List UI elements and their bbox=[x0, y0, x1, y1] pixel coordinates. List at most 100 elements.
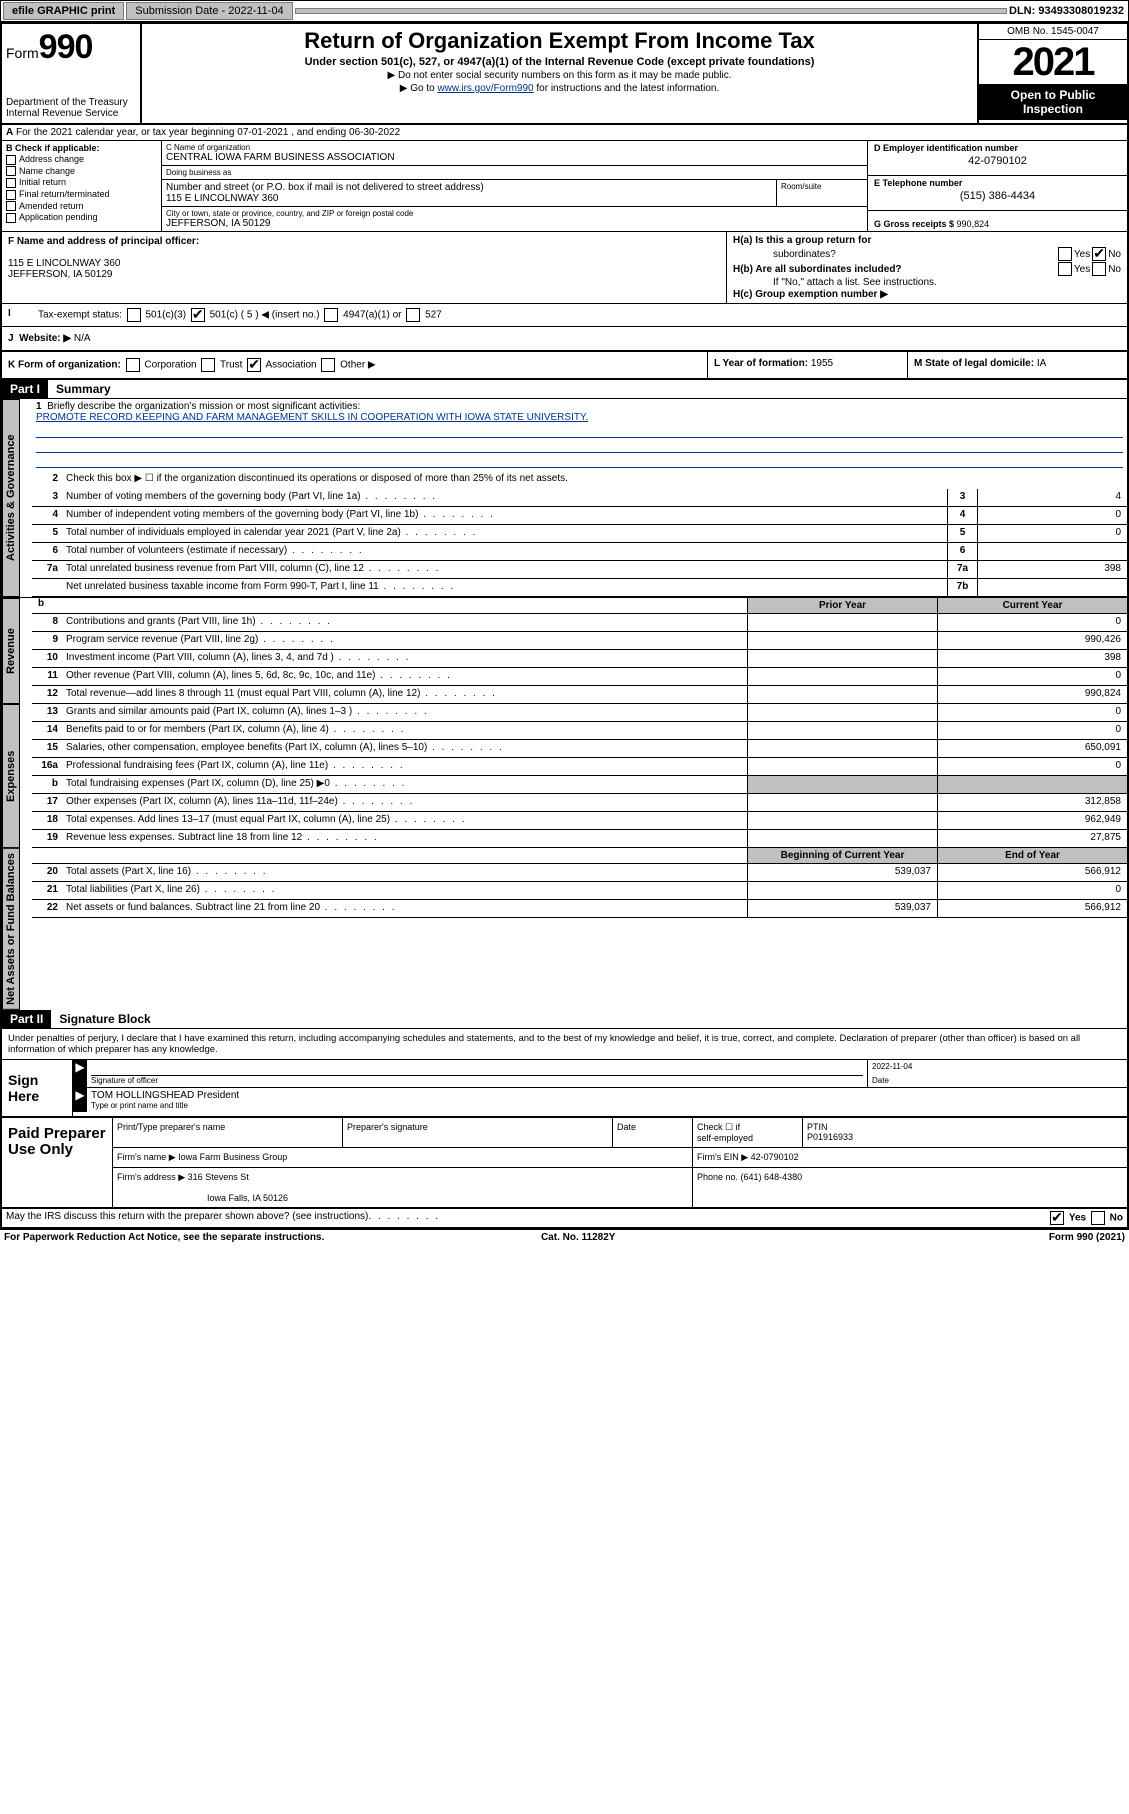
form-container: Form990 Department of the Treasury Inter… bbox=[0, 22, 1129, 1230]
chk-corporation[interactable] bbox=[126, 358, 140, 372]
row-k-l-m: K Form of organization: Corporation Trus… bbox=[2, 352, 1127, 380]
summary-line: 9Program service revenue (Part VIII, lin… bbox=[32, 632, 1127, 650]
cat-no: Cat. No. 11282Y bbox=[541, 1232, 615, 1243]
summary-line: 18Total expenses. Add lines 13–17 (must … bbox=[32, 812, 1127, 830]
summary-net-assets: Net Assets or Fund Balances Beginning of… bbox=[2, 848, 1127, 1010]
summary-line: 17Other expenses (Part IX, column (A), l… bbox=[32, 794, 1127, 812]
chk-other[interactable] bbox=[321, 358, 335, 372]
submission-date-badge: Submission Date - 2022-11-04 bbox=[126, 2, 292, 20]
row-j-website: J Website: ▶ N/A bbox=[2, 327, 1127, 352]
irs-label: Internal Revenue Service bbox=[6, 108, 136, 119]
sign-date: 2022-11-04 bbox=[872, 1062, 1123, 1076]
chk-address-change[interactable]: Address change bbox=[6, 154, 157, 165]
part-ii-header: Part II Signature Block bbox=[2, 1010, 1127, 1029]
summary-revenue: Revenue bPrior YearCurrent Year 8Contrib… bbox=[2, 597, 1127, 704]
row-i-tax-status: I Tax-exempt status: 501(c)(3) 501(c) ( … bbox=[2, 304, 1127, 327]
summary-line: 13Grants and similar amounts paid (Part … bbox=[32, 704, 1127, 722]
firm-phone: (641) 648-4380 bbox=[741, 1172, 803, 1182]
dln-label: DLN: 93493308019232 bbox=[1009, 5, 1128, 17]
form-title: Return of Organization Exempt From Incom… bbox=[150, 28, 969, 54]
summary-line: 11Other revenue (Part VIII, column (A), … bbox=[32, 668, 1127, 686]
tab-expenses: Expenses bbox=[2, 704, 20, 848]
open-to-public: Open to PublicInspection bbox=[979, 84, 1127, 120]
hb-yes-checkbox[interactable] bbox=[1058, 262, 1072, 276]
chk-501c3[interactable] bbox=[127, 308, 141, 322]
org-name-label: C Name of organization bbox=[166, 143, 863, 152]
header-right: OMB No. 1545-0047 2021 Open to PublicIns… bbox=[977, 24, 1127, 123]
summary-expenses: Expenses 13Grants and similar amounts pa… bbox=[2, 704, 1127, 848]
efile-print-button[interactable]: efile GRAPHIC print bbox=[3, 2, 124, 20]
chk-application-pending[interactable]: Application pending bbox=[6, 212, 157, 223]
header-center: Return of Organization Exempt From Incom… bbox=[142, 24, 977, 123]
summary-line: 6Total number of volunteers (estimate if… bbox=[32, 543, 1127, 561]
tax-year: 2021 bbox=[979, 40, 1127, 84]
page-footer: For Paperwork Reduction Act Notice, see … bbox=[0, 1230, 1129, 1245]
firm-address-1: 316 Stevens St bbox=[188, 1172, 249, 1182]
summary-line: 21Total liabilities (Part X, line 26)0 bbox=[32, 882, 1127, 900]
summary-line: 20Total assets (Part X, line 16)539,0375… bbox=[32, 864, 1127, 882]
col-end-year: End of Year bbox=[937, 848, 1127, 863]
ein-label: D Employer identification number bbox=[874, 143, 1121, 153]
form-header: Form990 Department of the Treasury Inter… bbox=[2, 24, 1127, 125]
ein-value: 42-0790102 bbox=[874, 155, 1121, 167]
discuss-row: May the IRS discuss this return with the… bbox=[2, 1209, 1127, 1228]
chk-association[interactable] bbox=[247, 358, 261, 372]
ha-no-checkbox[interactable] bbox=[1092, 247, 1106, 261]
block-f-h: F Name and address of principal officer:… bbox=[2, 232, 1127, 304]
street-label: Number and street (or P.O. box if mail i… bbox=[166, 182, 772, 193]
gross-receipts-label: G Gross receipts $ bbox=[874, 219, 957, 229]
firm-address-2: Iowa Falls, IA 50126 bbox=[117, 1193, 288, 1203]
sign-here-label: Sign Here bbox=[2, 1060, 72, 1116]
discuss-yes-checkbox[interactable] bbox=[1050, 1211, 1064, 1225]
col-beginning-year: Beginning of Current Year bbox=[747, 848, 937, 863]
tab-activities-governance: Activities & Governance bbox=[2, 399, 20, 597]
chk-501c[interactable] bbox=[191, 308, 205, 322]
hb-no-checkbox[interactable] bbox=[1092, 262, 1106, 276]
pra-notice: For Paperwork Reduction Act Notice, see … bbox=[4, 1232, 324, 1243]
phone-value: (515) 386-4434 bbox=[874, 190, 1121, 202]
header-left: Form990 Department of the Treasury Inter… bbox=[2, 24, 142, 123]
summary-line: 19Revenue less expenses. Subtract line 1… bbox=[32, 830, 1127, 848]
col-d-ein-phone: D Employer identification number 42-0790… bbox=[867, 141, 1127, 231]
tab-revenue: Revenue bbox=[2, 598, 20, 704]
phone-label: E Telephone number bbox=[874, 178, 1121, 188]
dba-label: Doing business as bbox=[166, 168, 863, 177]
summary-line: 4Number of independent voting members of… bbox=[32, 507, 1127, 525]
signature-officer-label: Signature of officer bbox=[91, 1076, 158, 1085]
org-name: CENTRAL IOWA FARM BUSINESS ASSOCIATION bbox=[166, 152, 863, 163]
dept-treasury: Department of the Treasury bbox=[6, 97, 136, 108]
omb-number: OMB No. 1545-0047 bbox=[979, 24, 1127, 40]
summary-line: 15Salaries, other compensation, employee… bbox=[32, 740, 1127, 758]
chk-trust[interactable] bbox=[201, 358, 215, 372]
summary-line: 3Number of voting members of the governi… bbox=[32, 489, 1127, 507]
toolbar-spacer bbox=[295, 8, 1007, 14]
chk-527[interactable] bbox=[406, 308, 420, 322]
summary-line: 8Contributions and grants (Part VIII, li… bbox=[32, 614, 1127, 632]
form-subtitle-1: Under section 501(c), 527, or 4947(a)(1)… bbox=[150, 56, 969, 68]
summary-gov: Activities & Governance 1 Briefly descri… bbox=[2, 399, 1127, 597]
summary-line: 16aProfessional fundraising fees (Part I… bbox=[32, 758, 1127, 776]
form-ref: Form 990 (2021) bbox=[1049, 1232, 1125, 1243]
row-a-tax-year: A For the 2021 calendar year, or tax yea… bbox=[2, 125, 1127, 141]
firm-name: Iowa Farm Business Group bbox=[178, 1152, 287, 1162]
sign-arrow-icon: ▶ bbox=[73, 1060, 87, 1087]
chk-final-return[interactable]: Final return/terminated bbox=[6, 189, 157, 200]
paid-preparer-block: Paid Preparer Use Only Print/Type prepar… bbox=[2, 1118, 1127, 1209]
col-b-checkboxes: B Check if applicable: Address change Na… bbox=[2, 141, 162, 231]
room-suite-label: Room/suite bbox=[777, 180, 867, 206]
gross-receipts-value: 990,824 bbox=[957, 219, 990, 229]
chk-amended-return[interactable]: Amended return bbox=[6, 201, 157, 212]
ha-yes-checkbox[interactable] bbox=[1058, 247, 1072, 261]
chk-name-change[interactable]: Name change bbox=[6, 166, 157, 177]
city-label: City or town, state or province, country… bbox=[166, 209, 863, 218]
summary-line: 12Total revenue—add lines 8 through 11 (… bbox=[32, 686, 1127, 704]
form-subtitle-3: ▶ Go to www.irs.gov/Form990 for instruct… bbox=[150, 83, 969, 94]
chk-4947[interactable] bbox=[324, 308, 338, 322]
chk-initial-return[interactable]: Initial return bbox=[6, 177, 157, 188]
block-b-c-d: B Check if applicable: Address change Na… bbox=[2, 141, 1127, 232]
street-value: 115 E LINCOLNWAY 360 bbox=[166, 193, 772, 204]
irs-link[interactable]: www.irs.gov/Form990 bbox=[437, 83, 533, 94]
officer-name: TOM HOLLINGSHEAD President bbox=[91, 1090, 1123, 1101]
summary-line: 14Benefits paid to or for members (Part … bbox=[32, 722, 1127, 740]
discuss-no-checkbox[interactable] bbox=[1091, 1211, 1105, 1225]
